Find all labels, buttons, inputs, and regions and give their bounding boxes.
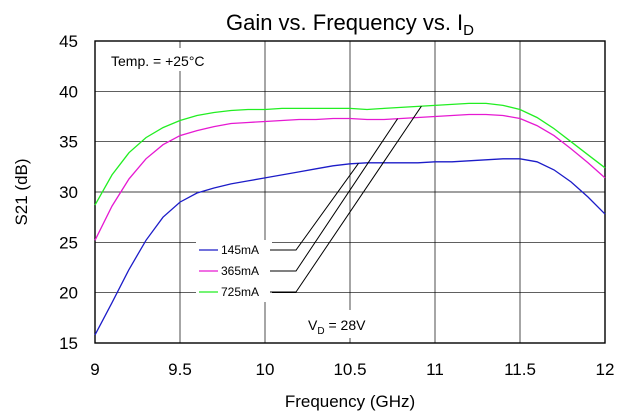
x-tick-label: 9 bbox=[90, 360, 99, 379]
vd-subscript: D bbox=[317, 326, 324, 337]
x-tick-label: 11.5 bbox=[504, 360, 536, 379]
y-tick-label: 20 bbox=[59, 284, 78, 303]
y-tick-label: 45 bbox=[59, 32, 78, 51]
y-tick-label: 30 bbox=[59, 183, 78, 202]
legend-label-725mA: 725mA bbox=[221, 285, 259, 299]
temperature-box bbox=[107, 48, 246, 71]
x-tick-label: 9.5 bbox=[168, 360, 192, 379]
vd-main: V bbox=[308, 317, 318, 333]
legend-label-145mA: 145mA bbox=[221, 243, 259, 257]
x-tick-label: 11 bbox=[426, 360, 444, 379]
vd-annotation: VD = 28V bbox=[308, 317, 366, 337]
y-tick-label: 40 bbox=[59, 82, 78, 101]
chart-title-subscript: D bbox=[463, 22, 474, 39]
vd-value: = 28V bbox=[325, 317, 367, 333]
vd-box bbox=[304, 310, 400, 338]
chart-title: Gain vs. Frequency vs. ID bbox=[226, 10, 474, 39]
y-tick-label: 25 bbox=[59, 233, 78, 252]
legend-label-365mA: 365mA bbox=[221, 264, 259, 278]
y-axis-label: S21 (dB) bbox=[12, 158, 31, 225]
leader-line-365mA bbox=[270, 118, 399, 272]
temperature-annotation: Temp. = +25°C bbox=[111, 53, 205, 69]
x-tick-label: 12 bbox=[596, 360, 615, 379]
leader-line-145mA bbox=[270, 163, 359, 251]
x-axis-label: Frequency (GHz) bbox=[285, 392, 415, 411]
series-line-145mA bbox=[94, 158, 606, 336]
y-tick-label: 15 bbox=[59, 334, 78, 353]
y-axis-ticks: 15 20 25 30 35 40 45 bbox=[59, 32, 78, 353]
leader-line-725mA bbox=[270, 105, 422, 293]
chart-title-main: Gain vs. Frequency vs. I bbox=[226, 10, 463, 35]
series-lines bbox=[94, 102, 606, 336]
series-line-725mA bbox=[94, 102, 606, 206]
y-tick-label: 35 bbox=[59, 133, 78, 152]
x-tick-label: 10 bbox=[256, 360, 275, 379]
x-tick-label: 10.5 bbox=[333, 360, 366, 379]
series-line-365mA bbox=[94, 113, 606, 241]
legend: 145mA 365mA 725mA bbox=[199, 243, 259, 299]
legend-leader-lines bbox=[270, 105, 422, 293]
x-axis-ticks: 9 9.5 10 10.5 11 11.5 12 bbox=[90, 360, 614, 379]
